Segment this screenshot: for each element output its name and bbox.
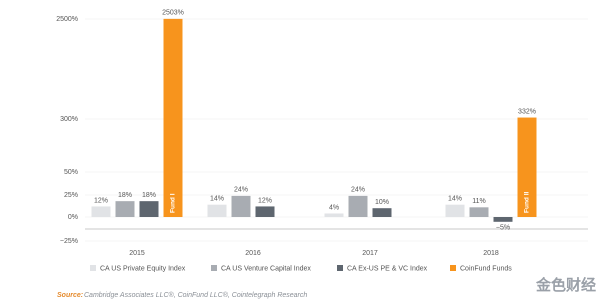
bar: [493, 217, 513, 222]
bar: [445, 204, 465, 217]
bar: [163, 18, 183, 218]
value-label: 14%: [210, 196, 224, 203]
bar: [469, 207, 489, 217]
value-label: 14%: [448, 196, 462, 203]
value-label: 2503%: [162, 10, 184, 17]
value-label: 12%: [258, 197, 272, 204]
legend-swatch: [450, 265, 456, 271]
bar: [91, 206, 111, 217]
bar-label: Fund II: [524, 192, 531, 213]
value-label: 18%: [118, 192, 132, 199]
value-label: 332%: [518, 108, 536, 115]
value-label: 18%: [142, 192, 156, 199]
value-label: 24%: [234, 187, 248, 194]
x-tick-label: 2018: [483, 250, 499, 257]
y-tick-label: 300%: [60, 116, 78, 123]
y-tick-label: −25%: [60, 238, 78, 245]
bar: [115, 201, 135, 217]
y-tick-label: 0%: [68, 214, 78, 221]
legend-label: CoinFund Funds: [460, 265, 512, 272]
value-label: 12%: [94, 197, 108, 204]
source-label: Source:: [57, 292, 83, 299]
bar: [348, 195, 368, 217]
legend-label: CA US Venture Capital Index: [221, 265, 311, 272]
bar: [255, 206, 275, 217]
bar: [139, 201, 159, 217]
value-label: −5%: [496, 225, 510, 232]
value-label: 4%: [329, 204, 339, 211]
bar: [207, 204, 227, 217]
bar: [517, 117, 537, 217]
y-tick-label: 50%: [64, 169, 78, 176]
legend-label: CA US Private Equity Index: [100, 265, 186, 272]
x-tick-label: 2015: [129, 250, 145, 257]
watermark: 金色财经: [535, 276, 596, 294]
value-label: 11%: [472, 198, 486, 205]
y-tick-label: 25%: [64, 192, 78, 199]
bar: [324, 213, 344, 217]
legend-swatch: [337, 265, 343, 271]
source: Cambridge Associates LLC®, CoinFund LLC®…: [84, 291, 307, 299]
legend-swatch: [90, 265, 96, 271]
legend-swatch: [211, 265, 217, 271]
y-tick-label: 2500%: [56, 16, 78, 23]
value-label: 10%: [375, 199, 389, 206]
value-label: 24%: [351, 187, 365, 194]
x-tick-label: 2016: [245, 250, 261, 257]
x-tick-label: 2017: [362, 250, 378, 257]
legend-label: CA Ex-US PE & VC Index: [347, 265, 428, 272]
bar: [372, 208, 392, 217]
bar: [231, 195, 251, 217]
bar-label: Fund I: [170, 193, 177, 213]
